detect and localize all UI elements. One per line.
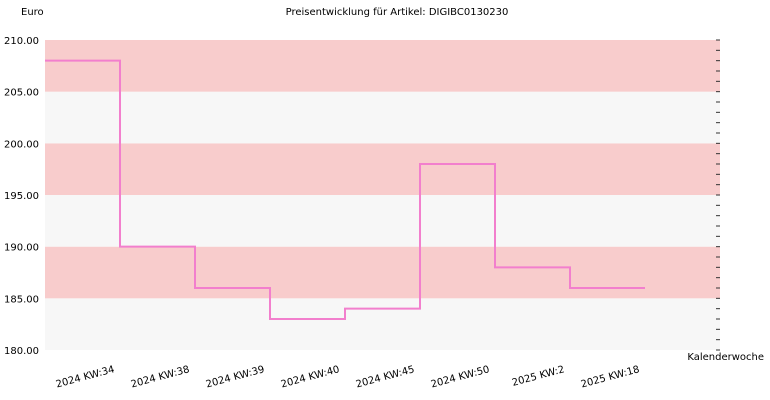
y-tick-label: 185.00 [4,294,39,305]
y-tick-label: 190.00 [4,243,39,254]
background-band [45,298,720,350]
y-tick-label: 205.00 [4,88,39,99]
background-band [45,91,720,144]
right-axis-minor-ticks [716,39,720,351]
y-axis-label: Euro [21,7,44,18]
background-band [45,143,720,195]
x-axis-tick-labels: 2024 KW:34 2024 KW:38 2024 KW:39 2024 KW:40… [55,364,641,390]
x-tick-label: 2024 KW:39 [205,364,266,390]
series-group [45,59,645,320]
x-tick-label: 2024 KW:38 [130,364,191,390]
y-tick-label: 180.00 [4,346,39,357]
x-tick-label: 2024 KW:34 [55,364,116,390]
x-tick-label: 2025 KW:2 [511,364,566,389]
background-band [45,40,720,92]
x-tick-label: 2025 KW:18 [580,364,641,390]
background-band [45,195,720,247]
price-step-line [45,59,645,320]
x-tick-label: 2024 KW:50 [430,364,491,390]
y-axis-tick-labels: 180.00 185.00 190.00 195.00 200.00 205.00 210.… [4,36,39,357]
background-band [45,246,720,299]
x-tick-label: 2024 KW:40 [280,364,341,390]
y-tick-label: 195.00 [4,191,39,202]
y-tick-label: 200.00 [4,139,39,150]
x-tick-label: 2024 KW:45 [355,364,416,390]
plot-background-bands [45,40,720,350]
x-axis-label: Kalenderwoche [687,352,764,363]
y-tick-label: 210.00 [4,36,39,47]
chart-title: Preisentwicklung für Artikel: DIGIBC0130… [286,7,509,18]
